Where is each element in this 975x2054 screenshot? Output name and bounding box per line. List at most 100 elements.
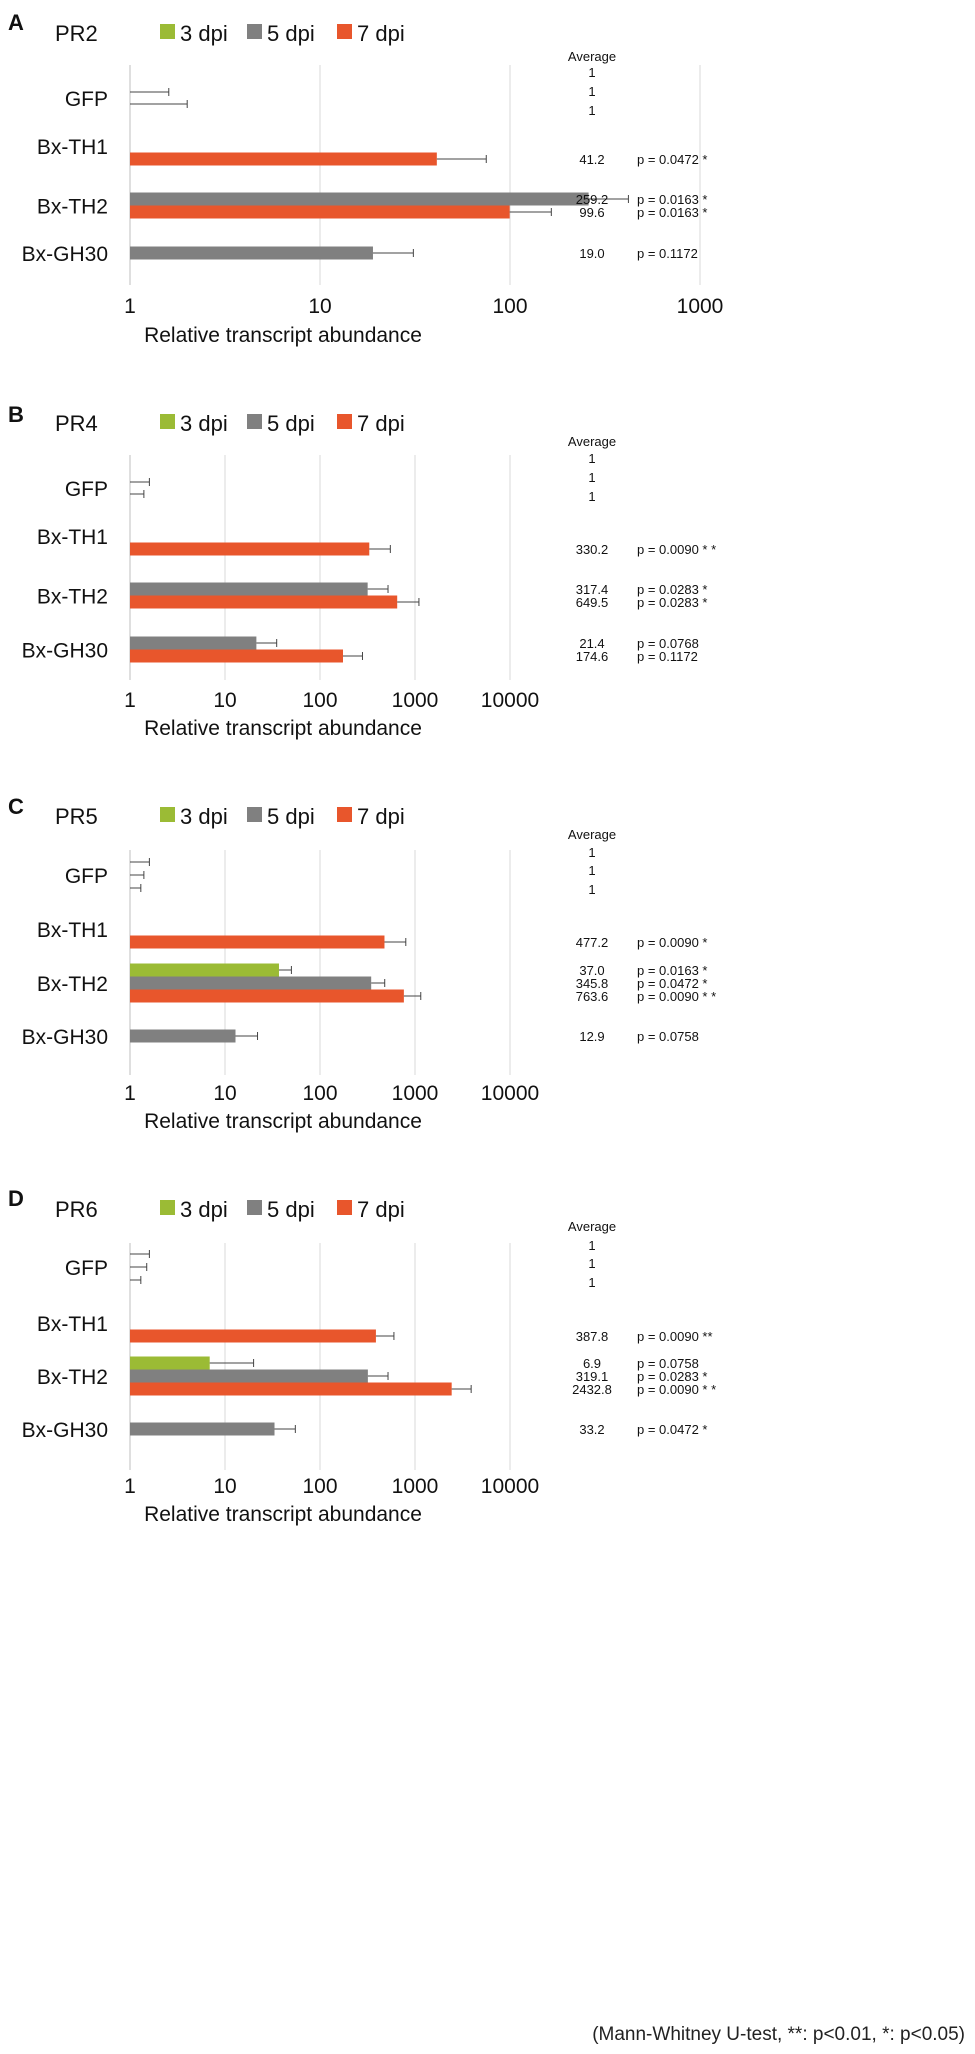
p-value-bx-th2-dpi7-a: p = 0.0163 *: [637, 205, 707, 220]
panel-letter-c: C: [8, 794, 24, 819]
p-value-bx-th2-dpi3-c: p = 0.0163 *: [637, 963, 707, 978]
x-tick-label-b: 10: [213, 689, 236, 712]
legend-swatch-dpi5-a: [247, 24, 262, 39]
panel-letter-d: D: [8, 1186, 24, 1211]
p-value-bx-th2-dpi3-d: p = 0.0758: [637, 1356, 699, 1371]
p-value-bx-th2-dpi7-b: p = 0.0283 *: [637, 595, 707, 610]
x-axis-label-d: Relative transcript abundance: [144, 1503, 422, 1526]
bar-bx-th1-dpi7-d: [130, 1329, 376, 1343]
bar-bx-th2-dpi7-c: [130, 989, 404, 1003]
bar-bx-th2-dpi5-d: [130, 1369, 368, 1383]
x-axis-label-a: Relative transcript abundance: [144, 324, 422, 347]
x-tick-label-c: 10000: [481, 1082, 539, 1105]
average-value-gfp-b: 1: [588, 451, 595, 466]
bar-bx-th2-dpi5-b: [130, 582, 368, 596]
p-value-bx-th2-dpi5-d: p = 0.0283 *: [637, 1369, 707, 1384]
x-tick-label-b: 10000: [481, 689, 539, 712]
bar-bx-th1-dpi7-b: [130, 542, 370, 556]
bar-bx-gh30-dpi5-d: [130, 1422, 275, 1436]
average-value-bx-th1-dpi7-b: 330.2: [576, 542, 609, 557]
p-value-bx-th2-dpi5-c: p = 0.0472 *: [637, 976, 707, 991]
category-label-bx-gh30-d: Bx-GH30: [22, 1419, 108, 1442]
category-label-bx-th1-d: Bx-TH1: [37, 1313, 108, 1336]
x-tick-label-c: 1: [124, 1082, 136, 1105]
average-header-d: Average: [568, 1219, 616, 1234]
panel-letter-a: A: [8, 10, 24, 35]
p-value-bx-gh30-dpi7-b: p = 0.1172: [637, 649, 698, 664]
panel-title-a: PR2: [55, 21, 98, 46]
legend-label-dpi7-b: 7 dpi: [357, 411, 405, 436]
bar-bx-th2-dpi3-c: [130, 963, 279, 977]
legend-label-dpi7-c: 7 dpi: [357, 804, 405, 829]
average-value-bx-gh30-dpi5-a: 19.0: [579, 246, 604, 261]
legend-label-dpi5-d: 5 dpi: [267, 1197, 315, 1222]
panel-title-c: PR5: [55, 804, 98, 829]
bar-bx-gh30-dpi7-b: [130, 649, 343, 663]
average-header-a: Average: [568, 49, 616, 64]
x-tick-label-c: 1000: [392, 1082, 439, 1105]
p-value-bx-th2-dpi5-a: p = 0.0163 *: [637, 192, 707, 207]
legend-swatch-dpi7-d: [337, 1200, 352, 1215]
legend-swatch-dpi3-d: [160, 1200, 175, 1215]
bar-bx-th2-dpi5-a: [130, 192, 589, 206]
x-tick-label-c: 10: [213, 1082, 236, 1105]
category-label-bx-th2-c: Bx-TH2: [37, 973, 108, 996]
p-value-bx-gh30-dpi5-c: p = 0.0758: [637, 1029, 699, 1044]
p-value-bx-th1-dpi7-d: p = 0.0090 **: [637, 1329, 713, 1344]
average-value-gfp-a: 1: [588, 84, 595, 99]
average-value-bx-th2-dpi5-a: 259.2: [576, 192, 609, 207]
x-tick-label-d: 10000: [481, 1475, 539, 1498]
average-value-gfp-c: 1: [588, 863, 595, 878]
average-value-bx-th2-dpi3-c: 37.0: [579, 963, 604, 978]
x-tick-label-b: 1000: [392, 689, 439, 712]
bar-bx-gh30-dpi5-a: [130, 246, 373, 260]
legend-swatch-dpi5-c: [247, 807, 262, 822]
p-value-bx-th2-dpi7-d: p = 0.0090 * *: [637, 1382, 716, 1397]
p-value-bx-th1-dpi7-c: p = 0.0090 *: [637, 935, 707, 950]
category-label-bx-th2-b: Bx-TH2: [37, 586, 108, 609]
category-label-gfp-b: GFP: [65, 478, 108, 501]
x-tick-label-a: 10: [308, 295, 331, 318]
x-tick-label-a: 1000: [677, 295, 724, 318]
average-value-gfp-b: 1: [588, 489, 595, 504]
category-label-gfp-a: GFP: [65, 88, 108, 111]
legend-label-dpi5-b: 5 dpi: [267, 411, 315, 436]
legend-swatch-dpi3-b: [160, 414, 175, 429]
x-axis-label-c: Relative transcript abundance: [144, 1110, 422, 1133]
x-tick-label-b: 1: [124, 689, 136, 712]
average-value-bx-th1-dpi7-a: 41.2: [579, 152, 604, 167]
p-value-bx-gh30-dpi5-d: p = 0.0472 *: [637, 1422, 707, 1437]
legend-label-dpi3-b: 3 dpi: [180, 411, 228, 436]
average-value-gfp-c: 1: [588, 882, 595, 897]
average-value-gfp-d: 1: [588, 1238, 595, 1253]
panel-letter-b: B: [8, 402, 24, 427]
bar-bx-th2-dpi7-b: [130, 595, 398, 609]
legend-label-dpi5-a: 5 dpi: [267, 21, 315, 46]
average-value-bx-th2-dpi3-d: 6.9: [583, 1356, 601, 1371]
legend-label-dpi7-d: 7 dpi: [357, 1197, 405, 1222]
category-label-bx-gh30-a: Bx-GH30: [22, 243, 108, 266]
p-value-bx-th2-dpi5-b: p = 0.0283 *: [637, 582, 707, 597]
average-value-bx-gh30-dpi7-b: 174.6: [576, 649, 609, 664]
bar-bx-th2-dpi3-d: [130, 1356, 210, 1370]
legend-label-dpi5-c: 5 dpi: [267, 804, 315, 829]
bar-bx-th2-dpi7-a: [130, 205, 510, 219]
category-label-bx-th2-a: Bx-TH2: [37, 196, 108, 219]
x-tick-label-b: 100: [302, 689, 337, 712]
panel-title-d: PR6: [55, 1197, 98, 1222]
bar-bx-th1-dpi7-a: [130, 152, 437, 166]
category-label-bx-th1-b: Bx-TH1: [37, 526, 108, 549]
p-value-bx-gh30-dpi5-a: p = 0.1172: [637, 246, 698, 261]
category-label-bx-th2-d: Bx-TH2: [37, 1366, 108, 1389]
average-header-b: Average: [568, 434, 616, 449]
legend-swatch-dpi7-c: [337, 807, 352, 822]
average-value-gfp-c: 1: [588, 845, 595, 860]
average-value-bx-gh30-dpi5-b: 21.4: [579, 636, 604, 651]
bar-bx-gh30-dpi5-b: [130, 636, 257, 650]
average-value-bx-th2-dpi7-a: 99.6: [579, 205, 604, 220]
category-label-bx-gh30-b: Bx-GH30: [22, 640, 108, 663]
average-value-bx-th1-dpi7-c: 477.2: [576, 935, 609, 950]
x-tick-label-a: 100: [492, 295, 527, 318]
bar-bx-th2-dpi5-c: [130, 976, 372, 990]
category-label-bx-th1-c: Bx-TH1: [37, 919, 108, 942]
